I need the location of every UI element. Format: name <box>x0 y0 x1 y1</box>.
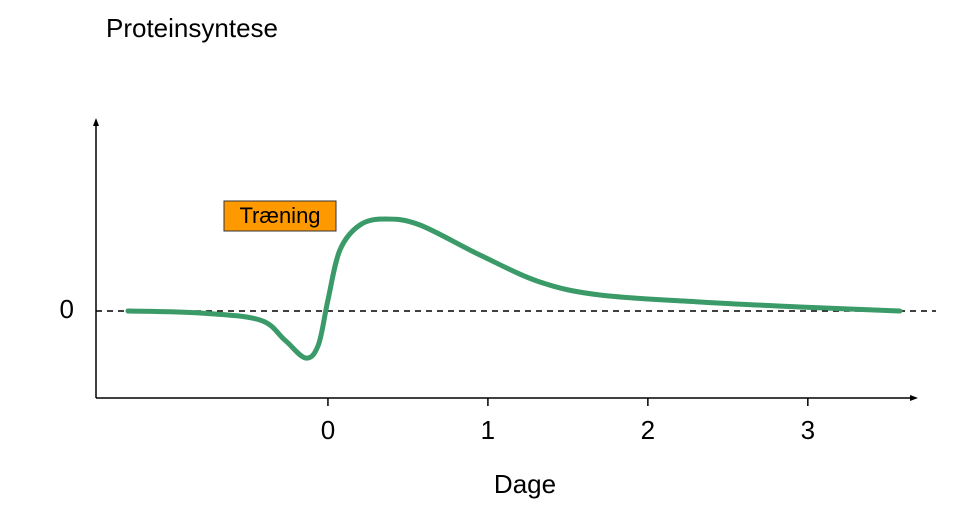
x-tick-label: 0 <box>321 415 335 445</box>
x-tick-label: 2 <box>641 415 655 445</box>
x-axis-arrow <box>910 395 918 401</box>
x-tick-label: 1 <box>481 415 495 445</box>
y-tick-label: 0 <box>60 294 74 324</box>
x-axis-label: Dage <box>494 469 556 499</box>
chart-title: Proteinsyntese <box>106 13 278 43</box>
annotation-box <box>223 200 337 232</box>
annotation: Træning <box>239 203 320 228</box>
x-tick-label: 3 <box>801 415 815 445</box>
line <box>125 216 903 361</box>
y-axis-arrow <box>93 118 99 126</box>
